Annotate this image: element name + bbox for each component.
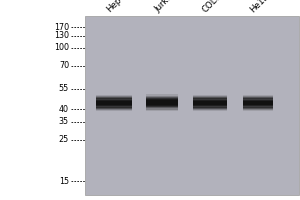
Bar xyxy=(96,103,132,106)
Bar xyxy=(85,16,298,195)
Bar xyxy=(146,103,178,106)
Bar xyxy=(243,98,273,102)
Bar xyxy=(96,96,132,99)
Bar xyxy=(193,95,227,98)
Bar xyxy=(193,107,227,110)
Text: 55: 55 xyxy=(59,84,69,93)
Bar xyxy=(146,108,178,111)
Text: HepG2: HepG2 xyxy=(105,0,132,14)
Bar xyxy=(243,108,273,111)
Bar xyxy=(96,104,132,108)
Bar xyxy=(193,108,227,111)
Bar xyxy=(146,100,178,105)
Bar xyxy=(96,101,132,105)
Bar xyxy=(193,100,227,103)
Bar xyxy=(243,104,273,108)
Bar xyxy=(243,102,273,105)
Bar xyxy=(146,100,178,104)
Text: 100: 100 xyxy=(54,44,69,52)
Bar xyxy=(243,100,273,103)
Bar xyxy=(96,98,132,102)
Bar xyxy=(243,101,273,104)
Bar xyxy=(146,96,178,99)
Bar xyxy=(146,98,178,101)
Text: 170: 170 xyxy=(54,22,69,31)
Bar xyxy=(146,94,178,98)
Bar xyxy=(193,102,227,105)
Text: 15: 15 xyxy=(59,176,69,186)
Text: Jurket: Jurket xyxy=(153,0,177,14)
Bar xyxy=(146,106,178,110)
Bar xyxy=(193,106,227,109)
Bar xyxy=(96,106,132,109)
Bar xyxy=(193,101,227,105)
Bar xyxy=(146,104,178,107)
Bar xyxy=(96,101,132,104)
Bar xyxy=(193,98,227,102)
Text: He1a: He1a xyxy=(249,0,271,14)
Bar xyxy=(243,96,273,99)
Bar xyxy=(96,102,132,105)
Bar xyxy=(193,104,227,108)
Bar xyxy=(193,101,227,104)
Bar xyxy=(243,101,273,105)
Text: 130: 130 xyxy=(54,31,69,40)
Bar xyxy=(243,95,273,98)
Text: 35: 35 xyxy=(59,117,69,127)
Bar xyxy=(146,99,178,102)
Bar xyxy=(96,108,132,111)
Text: 40: 40 xyxy=(59,104,69,114)
Text: 70: 70 xyxy=(59,62,69,71)
Bar xyxy=(146,102,178,105)
Bar xyxy=(243,97,273,100)
Bar xyxy=(96,95,132,98)
Bar xyxy=(146,105,178,108)
Bar xyxy=(193,97,227,100)
Bar xyxy=(243,103,273,106)
Bar xyxy=(146,97,178,100)
Bar xyxy=(193,96,227,99)
Bar xyxy=(193,103,227,106)
Bar xyxy=(96,97,132,100)
Text: COLO: COLO xyxy=(201,0,224,14)
Bar xyxy=(243,106,273,109)
Bar xyxy=(243,107,273,110)
Bar xyxy=(96,100,132,103)
Bar xyxy=(96,107,132,110)
Text: 25: 25 xyxy=(59,136,69,144)
